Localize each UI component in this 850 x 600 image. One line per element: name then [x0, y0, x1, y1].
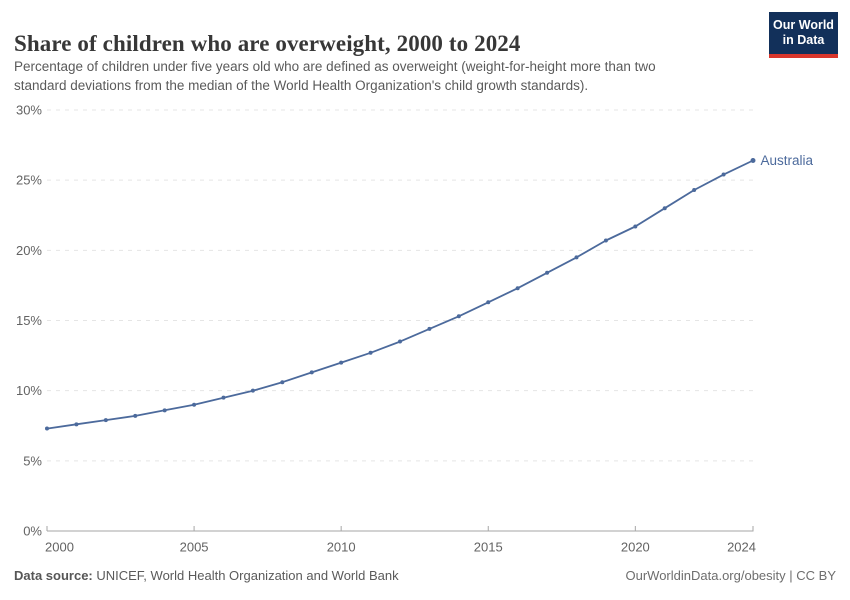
series-label[interactable]: Australia — [761, 153, 814, 168]
x-tick-label: 2005 — [180, 540, 209, 555]
data-source-text: Data source: UNICEF, World Health Organi… — [14, 568, 399, 583]
owid-logo-red-bar — [769, 54, 838, 58]
series-line — [46, 159, 754, 430]
chart-subtitle-line1: Percentage of children under five years … — [14, 59, 656, 74]
x-tick-label: 2000 — [45, 540, 74, 555]
data-point-marker — [427, 326, 432, 331]
data-source-label: Data source: — [14, 568, 93, 583]
data-point-marker — [662, 206, 667, 211]
data-point-marker — [192, 402, 197, 407]
x-tick-label: 2024 — [727, 540, 756, 555]
y-tick-label: 25% — [16, 173, 42, 188]
license-link[interactable]: OurWorldinData.org/obesity | CC BY — [625, 568, 837, 583]
data-point-marker — [486, 300, 491, 305]
data-point-marker — [162, 408, 167, 413]
data-point-marker — [74, 422, 79, 427]
data-point-marker — [692, 187, 697, 192]
y-tick-label: 20% — [16, 243, 42, 258]
data-point-marker — [456, 314, 461, 319]
data-point-marker — [309, 370, 314, 375]
x-tick-label: 2010 — [327, 540, 356, 555]
data-point-marker — [574, 255, 579, 260]
chart-subtitle: Percentage of children under five years … — [14, 57, 656, 95]
data-point-marker — [133, 413, 138, 418]
data-point-marker — [339, 360, 344, 365]
data-point-marker — [750, 158, 756, 164]
data-point-marker — [603, 238, 608, 243]
data-point-marker — [221, 395, 226, 400]
data-point-marker — [515, 286, 520, 291]
owid-logo-line1: Our World — [773, 18, 834, 32]
chart-footer: Data source: UNICEF, World Health Organi… — [14, 568, 836, 583]
data-point-marker — [368, 350, 373, 355]
chart-subtitle-line2: standard deviations from the median of t… — [14, 78, 589, 93]
data-point-marker — [721, 172, 726, 177]
data-point-marker — [45, 426, 49, 431]
y-tick-label: 30% — [16, 103, 42, 118]
x-tick-label: 2015 — [474, 540, 503, 555]
owid-logo-line2: in Data — [782, 33, 825, 47]
data-point-marker — [280, 380, 285, 385]
owid-logo[interactable]: Our World in Data — [769, 12, 838, 58]
y-tick-label: 5% — [23, 453, 42, 468]
y-tick-label: 10% — [16, 383, 42, 398]
data-point-marker — [545, 270, 550, 275]
data-point-marker — [250, 388, 255, 393]
data-point-marker — [398, 339, 402, 344]
data-point-marker — [103, 418, 108, 423]
y-tick-label: 15% — [16, 313, 42, 328]
y-tick-label: 0% — [23, 524, 42, 539]
x-tick-label: 2020 — [621, 540, 650, 555]
chart-title: Share of children who are overweight, 20… — [14, 31, 521, 57]
data-point-marker — [633, 224, 638, 229]
